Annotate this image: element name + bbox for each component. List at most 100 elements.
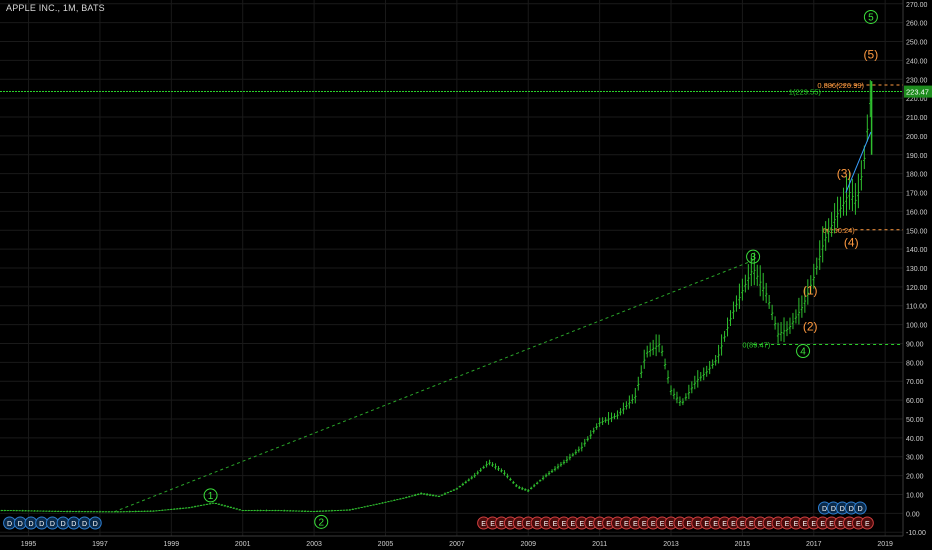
earnings-label: E	[499, 521, 504, 528]
dividend-label: D	[71, 521, 76, 528]
trend-line	[114, 259, 754, 513]
earnings-label: E	[615, 521, 620, 528]
earnings-label: E	[597, 521, 602, 528]
earnings-label: E	[642, 521, 647, 528]
earnings-label: E	[856, 521, 861, 528]
dividend-label: D	[7, 521, 12, 528]
earnings-label: E	[624, 521, 629, 528]
x-tick-label: 1999	[164, 541, 180, 548]
price-tag-bg	[904, 85, 932, 98]
wave-major-circle	[863, 9, 878, 24]
wave-minor-label: (1)	[803, 284, 818, 298]
y-tick-label: -10.00	[906, 530, 926, 537]
y-tick-label: 250.00	[906, 40, 928, 47]
y-tick-label: 130.00	[906, 266, 928, 273]
wave-major-circle	[746, 249, 761, 264]
earnings-label: E	[678, 521, 683, 528]
wave-major-label: 5	[868, 12, 874, 23]
x-tick-label: 2001	[235, 541, 251, 548]
fib-level-label: 0(89.47)	[742, 340, 770, 349]
dividend-label: D	[858, 506, 863, 513]
y-tick-label: 160.00	[906, 209, 928, 216]
earnings-label: E	[588, 521, 593, 528]
dividend-label: D	[93, 521, 98, 528]
earnings-label: E	[687, 521, 692, 528]
projection-line	[845, 131, 872, 193]
x-tick-label: 2007	[449, 541, 465, 548]
dividend-label: D	[822, 506, 827, 513]
x-tick-label: 2019	[877, 541, 893, 548]
earnings-label: E	[517, 521, 522, 528]
x-tick-label: 2013	[663, 541, 679, 548]
wave-minor-label: (3)	[837, 167, 852, 181]
y-tick-label: 140.00	[906, 247, 928, 254]
y-tick-label: 200.00	[906, 134, 928, 141]
dividend-label: D	[82, 521, 87, 528]
earnings-label: E	[535, 521, 540, 528]
y-tick-label: 100.00	[906, 323, 928, 330]
earnings-label: E	[490, 521, 495, 528]
fib-level-label: 0.886(226.99)	[817, 81, 864, 90]
earnings-label: E	[847, 521, 852, 528]
earnings-label: E	[865, 521, 870, 528]
earnings-label: E	[740, 521, 745, 528]
dividend-label: D	[61, 521, 66, 528]
y-tick-label: 70.00	[906, 379, 924, 386]
earnings-label: E	[722, 521, 727, 528]
y-tick-label: 120.00	[906, 285, 928, 292]
fib-level-label: 0(150.24)	[823, 226, 856, 235]
x-tick-label: 2009	[520, 541, 536, 548]
fib-level-label: 1(223.55)	[789, 87, 822, 96]
dividend-label: D	[39, 521, 44, 528]
dividend-label: D	[18, 521, 23, 528]
y-tick-label: 240.00	[906, 58, 928, 65]
earnings-label: E	[508, 521, 513, 528]
earnings-label: E	[544, 521, 549, 528]
earnings-label: E	[669, 521, 674, 528]
wave-major-label: 2	[318, 517, 324, 528]
y-tick-label: 90.00	[906, 341, 924, 348]
earnings-label: E	[660, 521, 665, 528]
earnings-label: E	[606, 521, 611, 528]
earnings-label: E	[481, 521, 486, 528]
x-tick-label: 1997	[92, 541, 108, 548]
dividend-label: D	[28, 521, 33, 528]
earnings-label: E	[713, 521, 718, 528]
earnings-label: E	[553, 521, 558, 528]
y-tick-label: 0.00	[906, 511, 920, 518]
dividend-badge	[88, 516, 102, 530]
earnings-label: E	[579, 521, 584, 528]
y-tick-label: 30.00	[906, 455, 924, 462]
dividend-label: D	[840, 506, 845, 513]
price-tag-label: 223.47	[906, 88, 929, 97]
earnings-label: E	[820, 521, 825, 528]
y-tick-label: 60.00	[906, 398, 924, 405]
earnings-label: E	[704, 521, 709, 528]
wave-minor-label: (5)	[864, 48, 879, 62]
y-tick-label: 20.00	[906, 474, 924, 481]
y-tick-label: 170.00	[906, 191, 928, 198]
earnings-label: E	[811, 521, 816, 528]
earnings-label: E	[562, 521, 567, 528]
earnings-label: E	[651, 521, 656, 528]
chart-title: APPLE INC., 1M, BATS	[6, 3, 105, 13]
earnings-label: E	[633, 521, 638, 528]
wave-major-label: 3	[750, 252, 756, 263]
y-tick-label: 150.00	[906, 228, 928, 235]
earnings-label: E	[785, 521, 790, 528]
dividend-label: D	[849, 506, 854, 513]
y-tick-label: 260.00	[906, 21, 928, 28]
x-tick-label: 2011	[592, 541, 607, 548]
earnings-label: E	[767, 521, 772, 528]
earnings-label: E	[803, 521, 808, 528]
earnings-label: E	[749, 521, 754, 528]
wave-major-circle	[314, 514, 329, 529]
wave-major-circle	[796, 344, 811, 359]
earnings-label: E	[794, 521, 799, 528]
wave-major-label: 1	[208, 491, 214, 502]
x-tick-label: 1995	[21, 541, 37, 548]
wave-major-label: 4	[800, 347, 806, 358]
y-tick-label: 270.00	[906, 2, 928, 9]
